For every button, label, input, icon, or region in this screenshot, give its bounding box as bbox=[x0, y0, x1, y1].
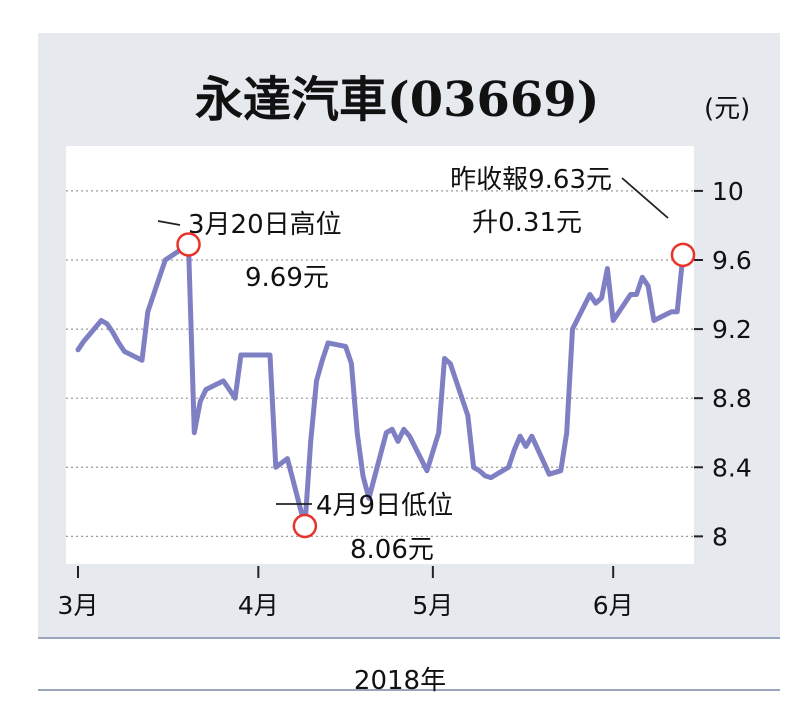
y-tick-label: 8 bbox=[712, 522, 728, 551]
annotation-label: 9.69元 bbox=[245, 263, 329, 293]
annotation-marker-circle bbox=[176, 232, 201, 257]
annotation-label: 4月9日低位 bbox=[316, 491, 453, 521]
x-tick-label: 6月 bbox=[593, 591, 634, 620]
x-axis-year-label: 2018年 bbox=[353, 666, 447, 696]
annotation-label: 升0.31元 bbox=[472, 208, 582, 238]
x-tick-label: 3月 bbox=[58, 591, 99, 620]
y-tick-label: 8.4 bbox=[712, 453, 752, 482]
y-axis-unit-label: (元) bbox=[704, 94, 751, 124]
top-rule bbox=[38, 637, 780, 639]
x-tick-label: 5月 bbox=[412, 591, 453, 620]
annotation-marker-circle bbox=[292, 513, 318, 539]
price-series-line bbox=[75, 242, 686, 529]
annotation-label: 3月20日高位 bbox=[188, 210, 342, 240]
bottom-rule bbox=[38, 689, 780, 691]
y-tick-label: 8.8 bbox=[712, 384, 752, 413]
x-tick-label: 4月 bbox=[238, 591, 279, 620]
y-tick-label: 10 bbox=[712, 177, 744, 206]
chart-title: 永達汽車(03669) bbox=[195, 72, 600, 128]
y-tick-label: 9.2 bbox=[712, 315, 752, 344]
y-tick-label: 9.6 bbox=[712, 246, 752, 275]
annotation-leader-line bbox=[157, 220, 181, 226]
annotation-label: 昨收報9.63元 bbox=[450, 165, 612, 195]
annotation-leader-line bbox=[621, 177, 669, 219]
plot-area bbox=[66, 146, 694, 564]
annotation-marker-circle bbox=[670, 242, 696, 268]
annotation-label: 8.06元 bbox=[350, 535, 434, 565]
